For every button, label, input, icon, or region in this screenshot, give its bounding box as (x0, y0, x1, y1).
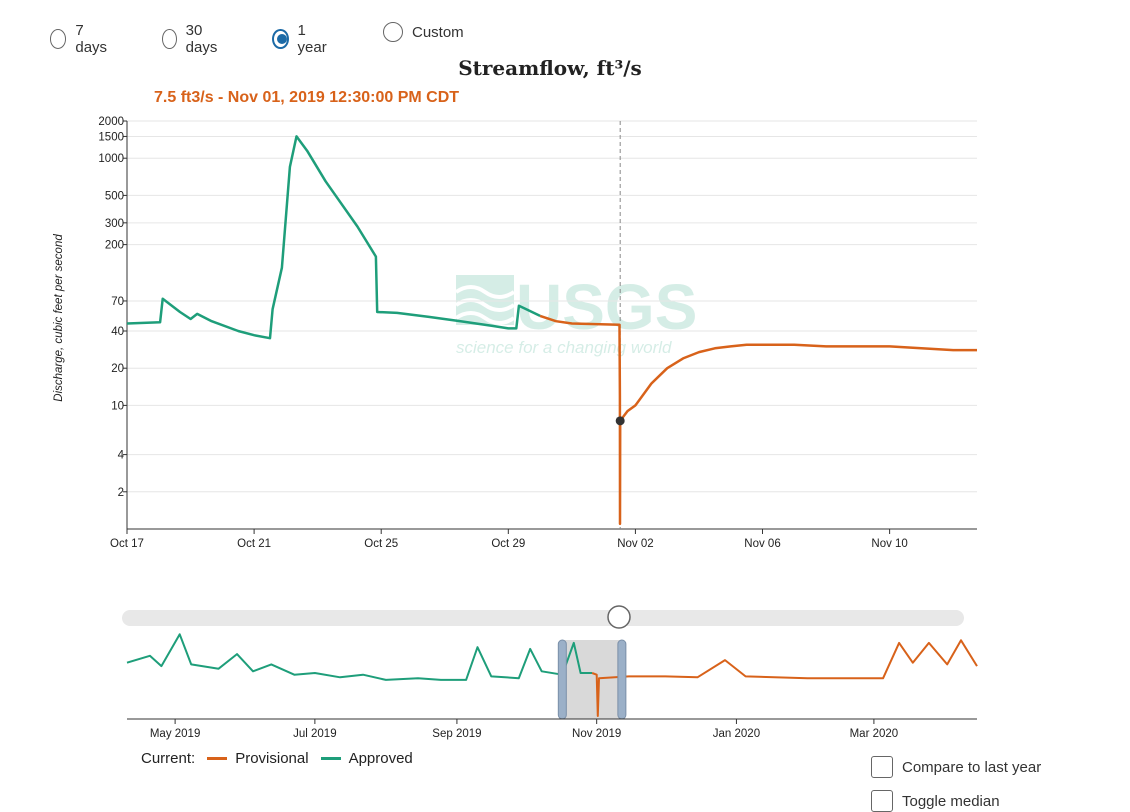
y-axis-ticks: 2000 1500 1000 500 300 200 70 40 20 10 4 2 (98, 116, 127, 499)
slider-track[interactable] (122, 610, 964, 626)
brush-line-approved (126, 633, 593, 681)
hover-tooltip: 7.5 ft3/s - Nov 01, 2019 12:30:00 PM CDT (154, 89, 460, 106)
radio-label: 30 days (185, 22, 218, 56)
series-line-provisional (539, 314, 977, 526)
x-tick-label: Oct 29 (491, 538, 525, 550)
brush-handle[interactable] (557, 639, 567, 720)
y-tick-label: 4 (118, 450, 125, 462)
brush-x-axis-ticks: May 2019 Jul 2019 Sep 2019 Nov 2019 Jan 2020… (150, 719, 898, 740)
y-tick-label: 70 (111, 296, 124, 308)
legend-swatch-approved (320, 757, 341, 760)
legend-title: Current: (141, 750, 196, 767)
y-tick-label: 2 (118, 487, 124, 499)
x-tick-label: Nov 06 (744, 538, 780, 550)
brush-x-tick-label: May 2019 (150, 728, 201, 740)
y-tick-label: 300 (105, 218, 124, 230)
checkbox-icon (871, 756, 893, 778)
main-series (126, 135, 977, 526)
y-axis-label: Discharge, cubic feet per second (53, 234, 65, 402)
checkbox-label: Compare to last year (902, 758, 1042, 776)
usgs-logo-text: USGS (516, 271, 697, 343)
legend-label-approved: Approved (348, 750, 413, 767)
slider-handle[interactable] (607, 605, 631, 629)
toggle-median-checkbox[interactable]: Toggle median (871, 790, 1000, 812)
y-tick-label: 10 (111, 400, 124, 412)
brush-x-tick-label: Jul 2019 (293, 728, 336, 740)
brush-x-tick-label: Jan 2020 (713, 728, 760, 740)
brush-handles[interactable] (557, 639, 627, 720)
radio-label: 1 year (297, 22, 327, 56)
cursor-point (615, 416, 625, 426)
y-tick-label: 2000 (98, 116, 124, 128)
radio-circle-icon (162, 29, 177, 49)
y-tick-label: 500 (105, 190, 124, 202)
compare-last-year-checkbox[interactable]: Compare to last year (871, 756, 1041, 778)
y-tick-label: 1000 (98, 153, 124, 165)
x-tick-label: Nov 10 (871, 538, 907, 550)
x-tick-label: Oct 21 (237, 538, 271, 550)
y-tick-label: 40 (111, 326, 124, 338)
radio-label: 7 days (75, 22, 108, 56)
x-tick-label: Oct 17 (110, 538, 144, 550)
chart-title: Streamflow, ft³/s (458, 56, 642, 80)
radio-circle-icon (50, 29, 67, 49)
usgs-watermark: USGS science for a changing world (454, 271, 697, 357)
legend: Current: Provisional Approved (141, 750, 413, 767)
y-tick-label: 1500 (98, 131, 124, 143)
x-tick-label: Nov 02 (617, 538, 653, 550)
brush-x-tick-label: Mar 2020 (850, 728, 899, 740)
brush-selection-area (562, 640, 622, 719)
brush-selection[interactable] (562, 640, 622, 719)
usgs-logo-icon (454, 275, 516, 325)
brush-handle[interactable] (617, 639, 627, 720)
grid-lines (127, 120, 977, 493)
y-tick-label: 200 (105, 240, 124, 252)
series-line-approved (126, 135, 541, 340)
brush-series (126, 633, 978, 717)
radio-30-days[interactable]: 30 days (162, 22, 223, 56)
radio-custom[interactable]: Custom (383, 22, 464, 42)
radio-circle-icon (383, 22, 403, 42)
brush-x-tick-label: Sep 2019 (432, 728, 481, 740)
x-tick-label: Oct 25 (364, 538, 398, 550)
brush-line-provisional (591, 639, 978, 717)
checkbox-icon (871, 790, 893, 812)
radio-label: Custom (412, 23, 464, 41)
x-axis-ticks: Oct 17 Oct 21 Oct 25 Oct 29 Nov 02 Nov 06 Nov … (110, 529, 908, 550)
radio-selected-icon (272, 29, 289, 49)
legend-label-provisional: Provisional (235, 750, 309, 767)
usgs-tagline: science for a changing world (456, 338, 672, 357)
legend-swatch-provisional (207, 757, 228, 760)
brush-x-tick-label: Nov 2019 (572, 728, 621, 740)
y-tick-label: 20 (111, 363, 124, 375)
radio-1-year[interactable]: 1 year (272, 22, 330, 56)
radio-7-days[interactable]: 7 days (50, 22, 111, 56)
checkbox-label: Toggle median (902, 792, 1000, 810)
